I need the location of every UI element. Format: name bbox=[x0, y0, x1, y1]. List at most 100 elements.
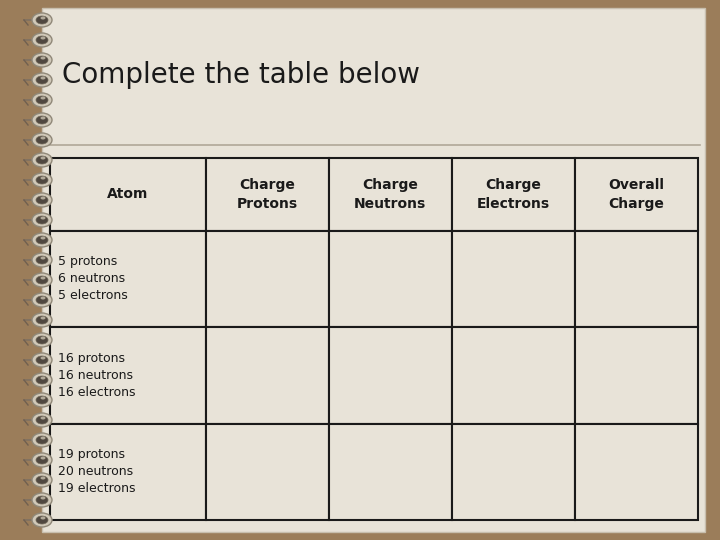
Bar bbox=[205, 327, 328, 423]
Bar bbox=[575, 327, 698, 423]
Ellipse shape bbox=[40, 57, 45, 59]
Ellipse shape bbox=[40, 516, 45, 519]
Bar bbox=[575, 423, 698, 520]
Ellipse shape bbox=[36, 116, 48, 124]
Ellipse shape bbox=[40, 97, 45, 99]
Ellipse shape bbox=[32, 93, 52, 107]
Ellipse shape bbox=[32, 193, 52, 207]
Ellipse shape bbox=[40, 436, 45, 440]
Ellipse shape bbox=[36, 316, 48, 324]
Ellipse shape bbox=[32, 13, 52, 27]
Bar bbox=[328, 327, 451, 423]
Bar bbox=[451, 423, 575, 520]
Ellipse shape bbox=[32, 513, 52, 527]
Ellipse shape bbox=[40, 496, 45, 500]
Ellipse shape bbox=[40, 476, 45, 480]
Ellipse shape bbox=[32, 313, 52, 327]
Ellipse shape bbox=[36, 16, 48, 24]
Ellipse shape bbox=[36, 416, 48, 424]
Ellipse shape bbox=[40, 396, 45, 400]
Text: Overall
Charge: Overall Charge bbox=[608, 178, 665, 211]
Ellipse shape bbox=[36, 236, 48, 244]
Ellipse shape bbox=[32, 213, 52, 227]
Ellipse shape bbox=[40, 37, 45, 39]
Text: 19 protons
20 neutrons
19 electrons: 19 protons 20 neutrons 19 electrons bbox=[58, 448, 135, 495]
Ellipse shape bbox=[36, 156, 48, 164]
Ellipse shape bbox=[32, 393, 52, 407]
Text: Charge
Protons: Charge Protons bbox=[236, 178, 297, 211]
Ellipse shape bbox=[40, 356, 45, 360]
Ellipse shape bbox=[36, 496, 48, 504]
Ellipse shape bbox=[32, 493, 52, 507]
Bar bbox=[575, 158, 698, 231]
Ellipse shape bbox=[40, 237, 45, 240]
Ellipse shape bbox=[32, 373, 52, 387]
Ellipse shape bbox=[32, 153, 52, 167]
Bar bbox=[205, 231, 328, 327]
Ellipse shape bbox=[36, 336, 48, 344]
Bar bbox=[451, 231, 575, 327]
Ellipse shape bbox=[40, 77, 45, 79]
Ellipse shape bbox=[36, 216, 48, 224]
Bar bbox=[451, 327, 575, 423]
Bar bbox=[575, 231, 698, 327]
Ellipse shape bbox=[40, 17, 45, 19]
Ellipse shape bbox=[40, 117, 45, 119]
Ellipse shape bbox=[32, 233, 52, 247]
Ellipse shape bbox=[36, 56, 48, 64]
Bar bbox=[328, 231, 451, 327]
Bar bbox=[451, 158, 575, 231]
Ellipse shape bbox=[32, 133, 52, 147]
Ellipse shape bbox=[32, 33, 52, 47]
Text: Atom: Atom bbox=[107, 187, 148, 201]
Ellipse shape bbox=[36, 436, 48, 444]
Ellipse shape bbox=[36, 396, 48, 404]
Ellipse shape bbox=[40, 376, 45, 380]
Ellipse shape bbox=[40, 157, 45, 159]
Ellipse shape bbox=[36, 196, 48, 204]
Bar bbox=[50, 158, 205, 231]
Ellipse shape bbox=[32, 73, 52, 87]
Text: Charge
Neutrons: Charge Neutrons bbox=[354, 178, 426, 211]
Ellipse shape bbox=[40, 137, 45, 139]
Ellipse shape bbox=[36, 456, 48, 464]
Ellipse shape bbox=[40, 197, 45, 199]
Ellipse shape bbox=[36, 96, 48, 104]
Ellipse shape bbox=[32, 273, 52, 287]
Ellipse shape bbox=[40, 316, 45, 320]
Ellipse shape bbox=[40, 256, 45, 260]
Ellipse shape bbox=[36, 136, 48, 144]
Bar bbox=[50, 423, 205, 520]
Ellipse shape bbox=[36, 76, 48, 84]
Ellipse shape bbox=[36, 256, 48, 264]
Ellipse shape bbox=[36, 296, 48, 304]
Ellipse shape bbox=[40, 217, 45, 219]
Ellipse shape bbox=[32, 113, 52, 127]
Bar bbox=[328, 423, 451, 520]
Ellipse shape bbox=[36, 36, 48, 44]
Ellipse shape bbox=[36, 276, 48, 284]
Bar bbox=[50, 231, 205, 327]
Ellipse shape bbox=[32, 173, 52, 187]
Ellipse shape bbox=[32, 53, 52, 67]
Bar bbox=[205, 158, 328, 231]
Bar bbox=[328, 158, 451, 231]
Text: 16 protons
16 neutrons
16 electrons: 16 protons 16 neutrons 16 electrons bbox=[58, 352, 135, 399]
Ellipse shape bbox=[40, 456, 45, 460]
Ellipse shape bbox=[36, 516, 48, 524]
Ellipse shape bbox=[40, 276, 45, 280]
Ellipse shape bbox=[36, 476, 48, 484]
Text: Complete the table below: Complete the table below bbox=[62, 61, 420, 89]
Text: Charge
Electrons: Charge Electrons bbox=[477, 178, 550, 211]
Ellipse shape bbox=[32, 253, 52, 267]
Bar bbox=[50, 327, 205, 423]
Ellipse shape bbox=[40, 336, 45, 340]
Ellipse shape bbox=[32, 413, 52, 427]
Ellipse shape bbox=[36, 176, 48, 184]
Ellipse shape bbox=[40, 296, 45, 300]
Ellipse shape bbox=[40, 177, 45, 179]
Ellipse shape bbox=[40, 416, 45, 420]
Text: 5 protons
6 neutrons
5 electrons: 5 protons 6 neutrons 5 electrons bbox=[58, 255, 127, 302]
Ellipse shape bbox=[32, 433, 52, 447]
Bar bbox=[205, 423, 328, 520]
